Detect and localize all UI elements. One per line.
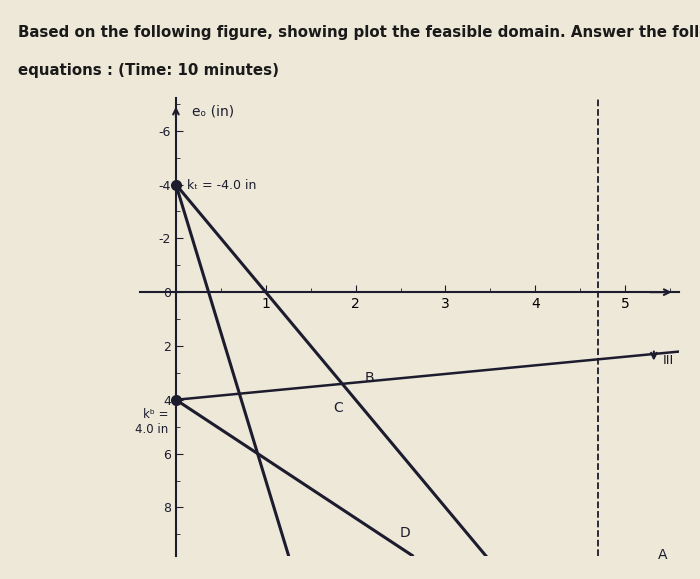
- Text: equations : (Time: 10 minutes): equations : (Time: 10 minutes): [18, 63, 279, 78]
- Text: A: A: [658, 548, 668, 562]
- Text: kₜ = -4.0 in: kₜ = -4.0 in: [187, 179, 256, 192]
- Text: III: III: [663, 354, 674, 367]
- Text: kᵇ =
4.0 in: kᵇ = 4.0 in: [136, 408, 169, 436]
- Text: D: D: [400, 526, 410, 540]
- Text: B: B: [365, 371, 374, 385]
- Text: eₒ (in): eₒ (in): [192, 105, 234, 119]
- Text: C: C: [333, 401, 343, 415]
- Text: Based on the following figure, showing plot the feasible domain. Answer the foll: Based on the following figure, showing p…: [18, 25, 700, 40]
